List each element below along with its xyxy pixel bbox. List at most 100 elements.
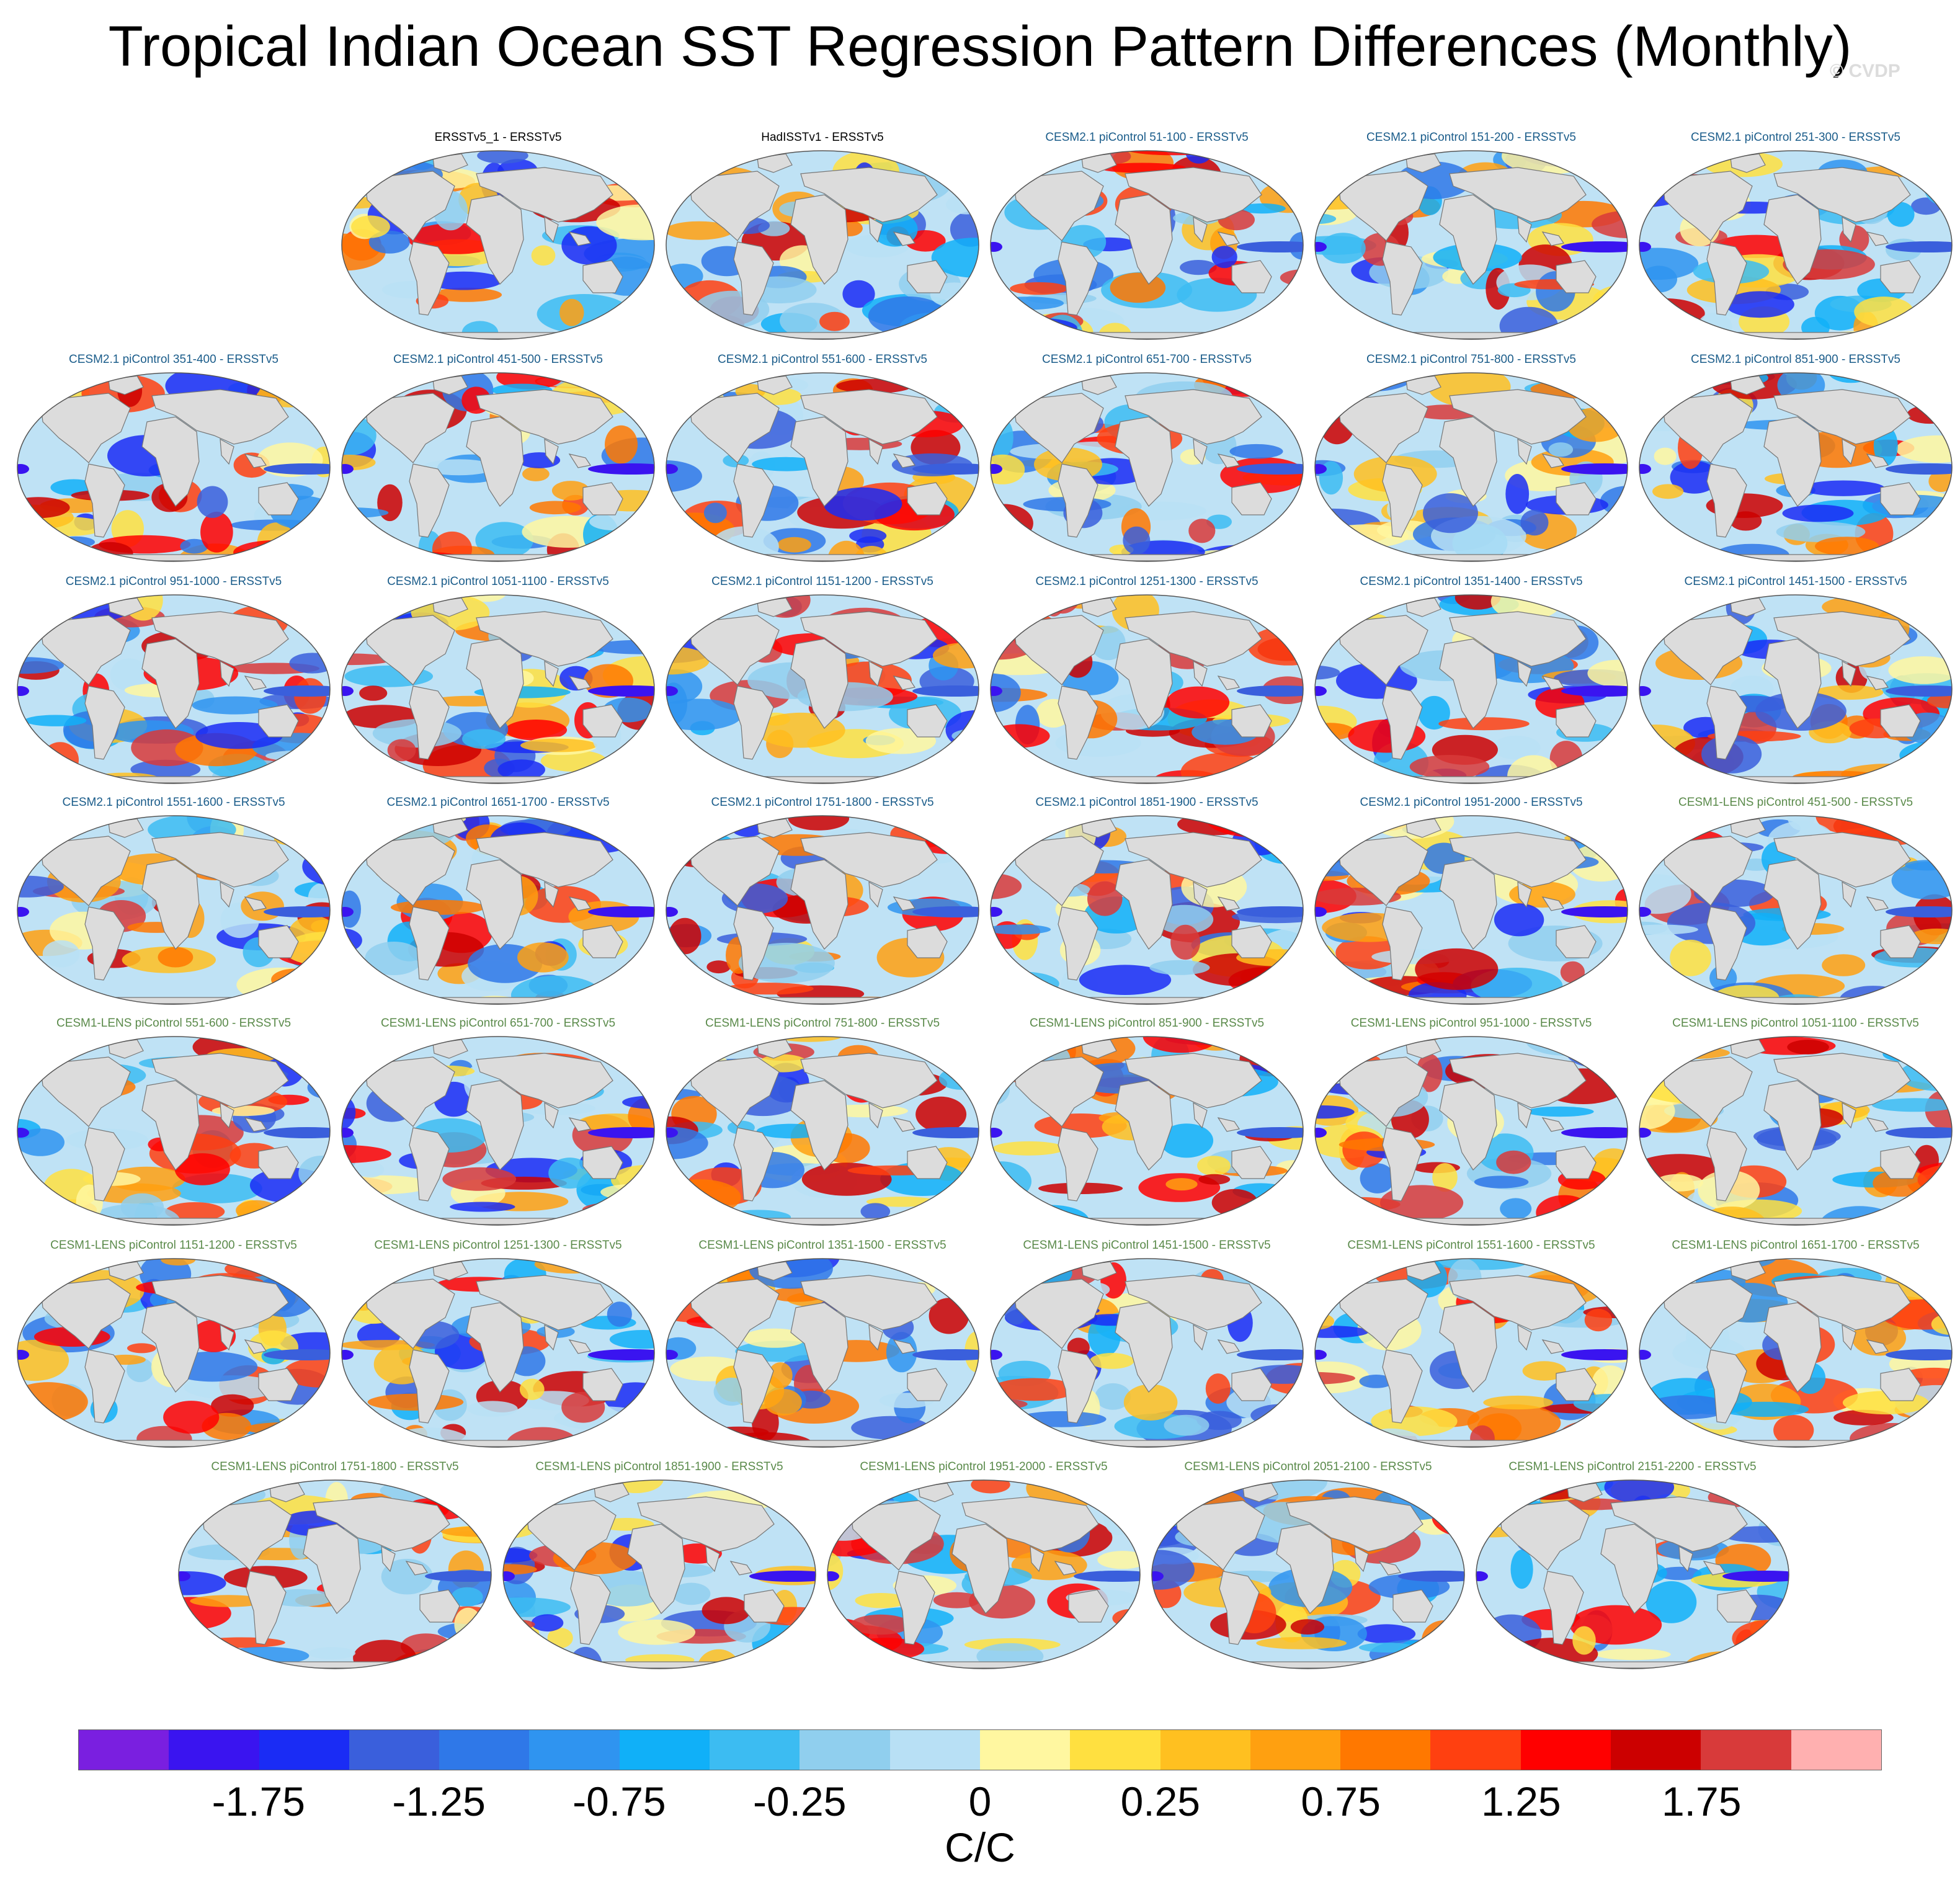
land-mass bbox=[1337, 1278, 1428, 1349]
land-mass bbox=[1517, 1324, 1532, 1351]
map-border bbox=[990, 1036, 1304, 1226]
equatorial-pacific-band-west bbox=[666, 907, 678, 917]
sst-anomaly-blob bbox=[179, 1494, 214, 1519]
land-mass bbox=[220, 1102, 234, 1129]
sst-anomaly-blob bbox=[163, 1401, 220, 1434]
land-mass bbox=[1115, 638, 1173, 729]
sst-anomaly-blob bbox=[17, 1190, 37, 1221]
panel-title: CESM2.1 piControl 1351-1400 - ERSSTv5 bbox=[1360, 575, 1583, 588]
land-mass bbox=[800, 611, 938, 667]
sst-anomaly-blob bbox=[991, 505, 1007, 537]
sst-anomaly-blob bbox=[702, 1597, 751, 1625]
sst-anomaly-blob bbox=[994, 318, 1077, 339]
sst-anomaly-blob bbox=[610, 983, 654, 1004]
sst-anomaly-blob bbox=[1097, 1551, 1140, 1569]
land-mass bbox=[52, 776, 295, 783]
land-mass bbox=[1842, 660, 1856, 687]
land-mass bbox=[733, 1349, 774, 1424]
sst-regression-map bbox=[17, 372, 331, 562]
land-mass bbox=[868, 881, 883, 908]
sst-anomaly-blob bbox=[991, 989, 1059, 1004]
sst-anomaly-blob bbox=[764, 1389, 802, 1416]
land-mass bbox=[688, 1278, 780, 1349]
sst-anomaly-blob bbox=[1198, 1174, 1231, 1185]
sst-anomaly-blob bbox=[342, 978, 375, 1003]
colorbar-tick-label: 0.25 bbox=[1120, 1778, 1201, 1824]
panel-title: CESM1-LENS piControl 851-900 - ERSSTv5 bbox=[1029, 1017, 1265, 1030]
sst-anomaly-blob bbox=[1263, 1416, 1303, 1439]
sst-anomaly-blob bbox=[260, 767, 287, 783]
land-mass bbox=[1866, 896, 1889, 911]
equatorial-pacific-band bbox=[749, 1571, 816, 1582]
land-mass bbox=[246, 1571, 287, 1645]
sst-anomaly-blob bbox=[1152, 1633, 1174, 1653]
land-mass bbox=[800, 832, 938, 888]
sst-anomaly-blob bbox=[1490, 595, 1562, 621]
land-mass bbox=[790, 194, 849, 285]
sst-anomaly-blob bbox=[1263, 1197, 1303, 1225]
sst-anomaly-blob bbox=[1256, 1636, 1347, 1649]
land-mass bbox=[688, 393, 780, 463]
sst-anomaly-blob bbox=[274, 832, 321, 846]
map-panel: CESM1-LENS piControl 1751-1800 - ERSSTv5 bbox=[174, 1460, 496, 1674]
land-mass bbox=[790, 416, 849, 507]
sst-anomaly-blob bbox=[666, 151, 724, 175]
land-mass bbox=[1511, 1661, 1754, 1669]
map-panel: CESM1-LENS piControl 1051-1100 - ERSSTv5 bbox=[1634, 1016, 1957, 1230]
sst-anomaly-blob bbox=[211, 1394, 254, 1417]
land-mass bbox=[1337, 393, 1428, 463]
sst-anomaly-blob bbox=[827, 1480, 887, 1508]
map-panel: CESM2.1 piControl 1351-1400 - ERSSTv5 bbox=[1310, 574, 1633, 788]
equatorial-pacific-band bbox=[1561, 906, 1628, 917]
land-mass bbox=[1013, 615, 1104, 685]
sst-anomaly-blob bbox=[1851, 1320, 1906, 1356]
land-mass bbox=[868, 438, 883, 465]
sst-anomaly-blob bbox=[1688, 330, 1741, 339]
panel-title: CESM2.1 piControl 451-500 - ERSSTv5 bbox=[393, 353, 603, 366]
map-panel: CESM1-LENS piControl 1351-1500 - ERSSTv5 bbox=[661, 1238, 984, 1452]
map-border bbox=[341, 1036, 655, 1226]
sst-anomaly-blob bbox=[130, 759, 201, 779]
sst-anomaly-blob bbox=[305, 1037, 330, 1052]
land-mass bbox=[582, 260, 623, 293]
sst-anomaly-blob bbox=[342, 776, 368, 783]
sst-regression-map bbox=[1314, 1036, 1628, 1226]
sst-anomaly-blob bbox=[992, 297, 1064, 310]
sst-anomaly-blob bbox=[342, 741, 370, 769]
sst-anomaly-blob bbox=[1211, 1189, 1258, 1216]
land-mass bbox=[1541, 231, 1564, 246]
sst-anomaly-blob bbox=[768, 1362, 793, 1389]
equatorial-pacific-band-west bbox=[991, 1128, 1002, 1138]
land-mass bbox=[1880, 482, 1921, 515]
sst-anomaly-blob bbox=[1782, 504, 1854, 522]
land-mass bbox=[141, 416, 200, 507]
sst-anomaly-blob bbox=[462, 729, 506, 749]
land-mass bbox=[1125, 832, 1262, 888]
land-mass bbox=[409, 685, 450, 760]
equatorial-pacific-band-west bbox=[827, 1571, 839, 1581]
colorbar-swatch bbox=[979, 1730, 1071, 1770]
land-mass bbox=[1866, 676, 1889, 690]
sst-anomaly-blob bbox=[1423, 493, 1478, 533]
sst-anomaly-blob bbox=[1584, 1309, 1613, 1332]
map-panel: CESM2.1 piControl 1551-1600 - ERSSTv5 bbox=[12, 795, 335, 1009]
sst-regression-map bbox=[990, 594, 1304, 784]
equatorial-pacific-band bbox=[1237, 241, 1303, 252]
sst-anomaly-blob bbox=[529, 501, 581, 515]
sst-anomaly-blob bbox=[1657, 1566, 1702, 1581]
land-mass bbox=[907, 704, 948, 738]
land-mass bbox=[141, 1302, 200, 1393]
colorbar-tick-label: -1.25 bbox=[392, 1778, 486, 1824]
sst-anomaly-blob bbox=[1315, 609, 1340, 646]
sst-anomaly-blob bbox=[991, 873, 1022, 899]
sst-anomaly-blob bbox=[308, 1647, 356, 1659]
sst-anomaly-blob bbox=[933, 1592, 981, 1608]
map-border bbox=[666, 150, 979, 340]
map-panel: CESM2.1 piControl 1851-1900 - ERSSTv5 bbox=[986, 795, 1308, 1009]
equatorial-pacific-band bbox=[1561, 685, 1628, 697]
land-mass bbox=[1439, 194, 1497, 285]
sst-anomaly-blob bbox=[757, 1654, 816, 1669]
sst-anomaly-blob bbox=[1197, 1156, 1231, 1176]
sst-anomaly-blob bbox=[110, 658, 149, 692]
equatorial-pacific-band-west bbox=[1315, 1350, 1327, 1360]
